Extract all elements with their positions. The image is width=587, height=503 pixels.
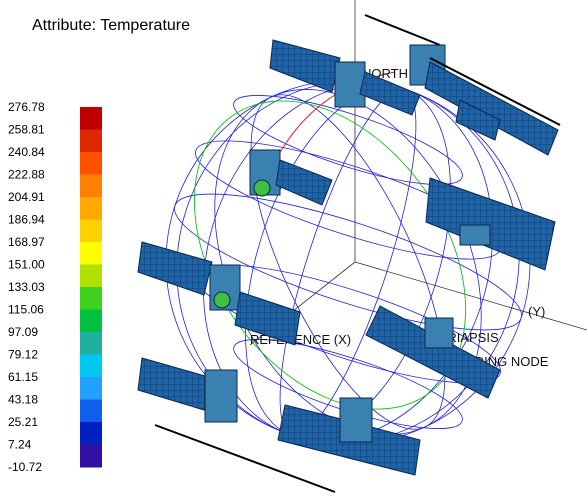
color-swatch <box>80 355 102 378</box>
page: {"header": {"title": "Attribute: Tempera… <box>0 0 587 498</box>
color-swatch <box>80 152 102 175</box>
meridian <box>254 77 443 448</box>
legend-label: 240.84 <box>8 145 45 159</box>
color-swatch <box>80 332 102 355</box>
legend-label: 133.03 <box>8 280 45 294</box>
solar-panel <box>426 178 555 270</box>
solar-panel <box>276 160 332 205</box>
legend-label: 258.81 <box>8 123 45 137</box>
color-swatch <box>80 287 102 310</box>
label: (Y) <box>528 304 545 319</box>
color-swatch <box>80 310 102 333</box>
color-swatch <box>80 130 102 153</box>
solar-panel <box>270 40 340 92</box>
legend-label: 204.91 <box>8 190 45 204</box>
color-swatch <box>80 220 102 243</box>
satellite-body <box>460 225 490 245</box>
satellite-body <box>205 370 237 422</box>
satellite-body <box>340 398 372 442</box>
legend-label: -10.72 <box>8 460 42 474</box>
view: Attribute: Temperature 276.78 258.81 240.8… <box>0 0 587 498</box>
color-swatch <box>80 445 102 468</box>
color-swatch <box>80 422 102 445</box>
solar-panel <box>138 358 212 410</box>
meridian <box>212 70 484 455</box>
legend-label: 25.21 <box>8 415 38 429</box>
solar-panel <box>138 242 212 295</box>
color-swatch <box>80 400 102 423</box>
legend-label: 7.24 <box>8 438 32 452</box>
legend-label: 151.00 <box>8 258 45 272</box>
color-swatch <box>80 107 102 130</box>
sensor <box>214 292 230 308</box>
legend-label: 168.97 <box>8 235 45 249</box>
legend-label: 115.06 <box>8 303 44 317</box>
legend-label: 79.12 <box>8 348 38 362</box>
antenna <box>365 15 440 45</box>
color-swatch <box>80 175 102 198</box>
color-swatch <box>80 242 102 265</box>
legend: 276.78 258.81 240.84 222.88 204.91 186.94 168.… <box>8 100 102 474</box>
body: Attribute: Temperature 276.78 258.81 240.8… <box>0 0 587 498</box>
color-swatch <box>80 265 102 288</box>
satellite-body <box>425 318 453 348</box>
legend-label: 97.09 <box>8 325 38 339</box>
legend-label: 186.94 <box>8 213 45 227</box>
color-swatch <box>80 377 102 400</box>
legend-label: 276.78 <box>8 100 45 114</box>
sensor <box>254 180 270 196</box>
legend-label: 222.88 <box>8 168 45 182</box>
legend-label: 43.18 <box>8 393 38 407</box>
satellite-body <box>335 62 365 107</box>
color-swatch <box>80 197 102 220</box>
title: Attribute: Temperature <box>32 17 190 34</box>
legend-label: 61.15 <box>8 370 38 384</box>
